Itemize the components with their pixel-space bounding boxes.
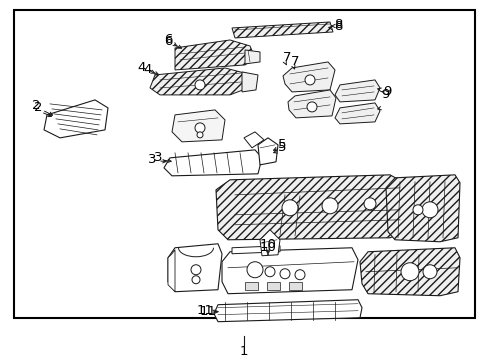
Polygon shape bbox=[214, 300, 361, 322]
Text: 4: 4 bbox=[143, 63, 152, 76]
Circle shape bbox=[195, 123, 204, 133]
Text: 11: 11 bbox=[196, 304, 213, 317]
Polygon shape bbox=[385, 175, 459, 242]
Circle shape bbox=[264, 267, 274, 277]
Polygon shape bbox=[283, 62, 334, 92]
Circle shape bbox=[305, 75, 314, 85]
Polygon shape bbox=[216, 175, 409, 240]
Text: 11: 11 bbox=[199, 305, 216, 318]
Circle shape bbox=[246, 262, 263, 278]
Circle shape bbox=[321, 198, 337, 214]
Circle shape bbox=[280, 269, 289, 279]
Polygon shape bbox=[288, 282, 302, 290]
Polygon shape bbox=[359, 248, 459, 296]
Circle shape bbox=[192, 276, 200, 284]
Polygon shape bbox=[244, 282, 258, 290]
Text: 3: 3 bbox=[147, 153, 156, 166]
Polygon shape bbox=[222, 248, 357, 294]
Circle shape bbox=[282, 200, 297, 216]
Circle shape bbox=[294, 270, 305, 280]
Polygon shape bbox=[260, 230, 280, 256]
Polygon shape bbox=[231, 246, 280, 254]
Text: 5: 5 bbox=[277, 141, 285, 154]
Text: 8: 8 bbox=[333, 21, 342, 33]
Polygon shape bbox=[244, 132, 264, 148]
Polygon shape bbox=[334, 80, 379, 102]
Polygon shape bbox=[242, 72, 258, 92]
Circle shape bbox=[197, 132, 203, 138]
Text: 10: 10 bbox=[259, 241, 276, 254]
Polygon shape bbox=[168, 250, 175, 292]
Polygon shape bbox=[44, 100, 108, 138]
Text: 2: 2 bbox=[32, 99, 40, 112]
Polygon shape bbox=[168, 244, 222, 292]
Circle shape bbox=[191, 265, 201, 275]
Bar bbox=[14, 10, 474, 318]
Polygon shape bbox=[266, 282, 280, 290]
Text: 9: 9 bbox=[382, 85, 390, 98]
Polygon shape bbox=[258, 138, 278, 165]
Text: 8: 8 bbox=[333, 18, 342, 31]
Polygon shape bbox=[334, 103, 379, 124]
Circle shape bbox=[306, 102, 316, 112]
Text: 10: 10 bbox=[259, 238, 276, 251]
Text: 2: 2 bbox=[34, 102, 42, 114]
Polygon shape bbox=[175, 40, 254, 70]
Text: 9: 9 bbox=[380, 89, 388, 102]
Circle shape bbox=[421, 202, 437, 218]
Text: 6: 6 bbox=[163, 33, 172, 46]
Text: 5: 5 bbox=[277, 138, 285, 151]
Circle shape bbox=[363, 198, 375, 210]
Text: 7: 7 bbox=[290, 55, 299, 68]
Circle shape bbox=[400, 263, 418, 281]
Polygon shape bbox=[163, 150, 262, 176]
Text: 7: 7 bbox=[282, 51, 291, 64]
Text: 3: 3 bbox=[153, 151, 162, 165]
Polygon shape bbox=[287, 90, 335, 118]
Text: 6: 6 bbox=[163, 36, 172, 49]
Text: 1: 1 bbox=[239, 345, 248, 358]
Circle shape bbox=[422, 265, 436, 279]
Polygon shape bbox=[244, 50, 260, 64]
Text: 4: 4 bbox=[138, 62, 146, 75]
Polygon shape bbox=[172, 110, 224, 142]
Circle shape bbox=[412, 205, 422, 215]
Circle shape bbox=[195, 80, 204, 90]
Polygon shape bbox=[231, 22, 332, 38]
Polygon shape bbox=[150, 68, 247, 95]
